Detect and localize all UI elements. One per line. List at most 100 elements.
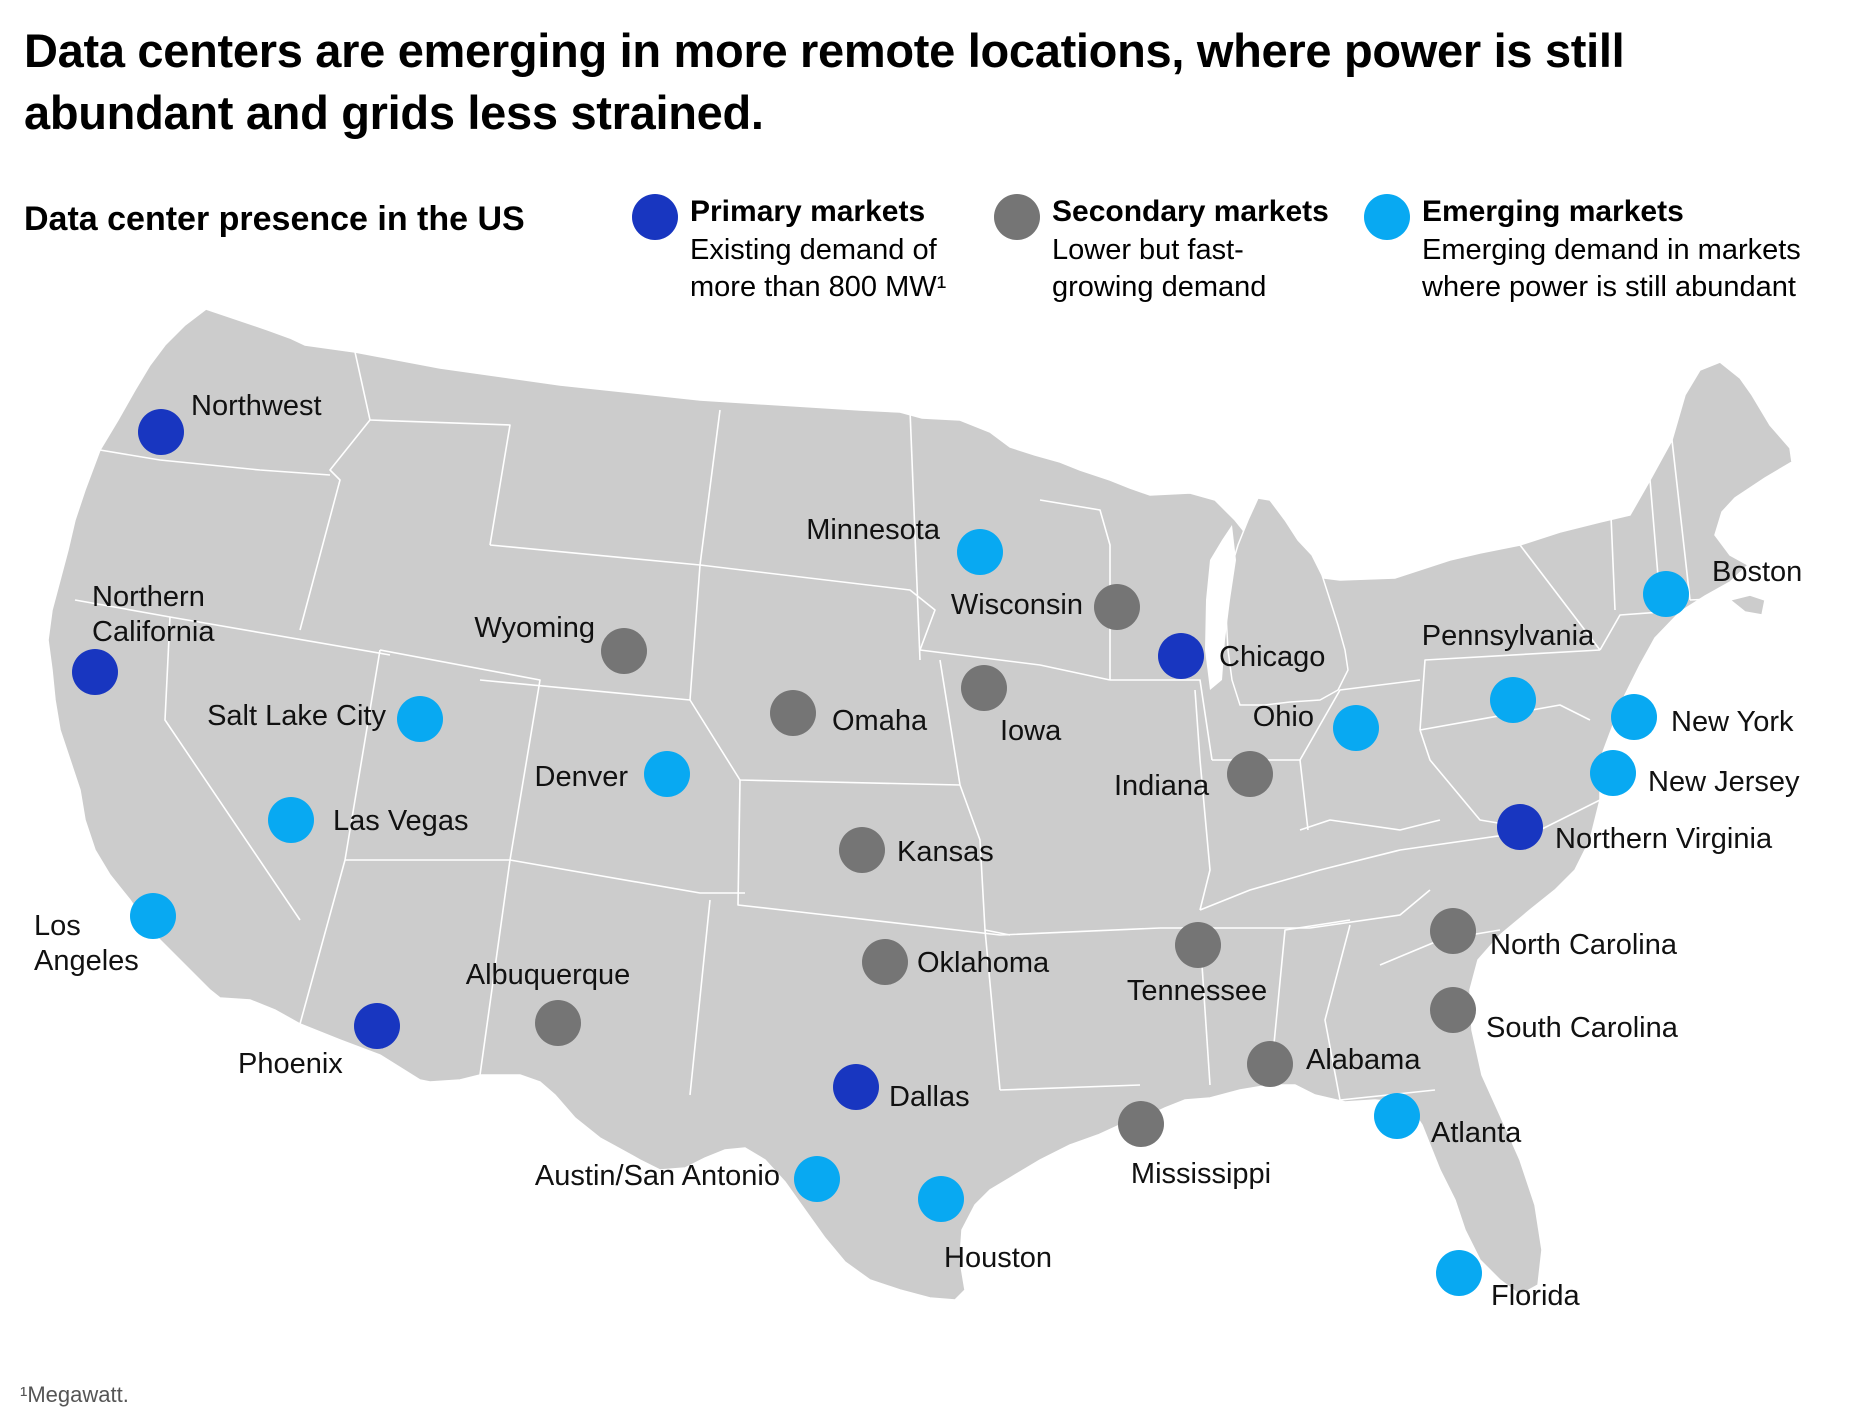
state-border-1 xyxy=(99,449,331,476)
marker-label-northern-virginia: Northern Virginia xyxy=(1555,823,1773,855)
legend-name-primary: Primary markets xyxy=(690,195,926,228)
marker-label-new-york: New York xyxy=(1671,706,1794,738)
marker-label-salt-lake-city: Salt Lake City xyxy=(207,700,386,732)
legend-desc-secondary: Lower but fast-growing demand xyxy=(1052,234,1267,303)
marker-label-oklahoma: Oklahoma xyxy=(917,947,1050,979)
marker-dot-phoenix xyxy=(354,1003,400,1049)
marker-dot-albuquerque xyxy=(535,1000,581,1046)
state-border-36 xyxy=(1419,704,1591,731)
marker-label-phoenix: Phoenix xyxy=(238,1048,343,1080)
lake-michigan-shape xyxy=(1205,525,1236,690)
marker-label-south-carolina: South Carolina xyxy=(1486,1012,1679,1044)
chart-title: Data centers are emerging in more remote… xyxy=(24,24,1625,139)
marker-dot-florida xyxy=(1436,1250,1482,1296)
marker-dot-south-carolina xyxy=(1430,987,1476,1033)
marker-dot-minnesota xyxy=(957,529,1003,575)
state-border-4 xyxy=(344,649,381,861)
michigan-shape xyxy=(1224,497,1349,706)
state-border-15 xyxy=(737,779,801,913)
state-border-3 xyxy=(164,616,301,921)
state-border-6 xyxy=(299,859,346,1025)
marker-dot-austin-san-antonio xyxy=(794,1156,840,1202)
marker-dot-las-vegas xyxy=(268,797,314,843)
marker-dot-houston xyxy=(918,1176,964,1222)
marker-dot-denver xyxy=(644,751,690,797)
marker-label-mississippi: Mississippi xyxy=(1131,1158,1271,1190)
state-border-37 xyxy=(1419,649,1601,731)
legend-dot-primary xyxy=(632,194,678,240)
footnote: ¹Megawatt. xyxy=(20,1382,129,1407)
marker-dot-atlanta xyxy=(1374,1093,1420,1139)
marker-dot-new-jersey xyxy=(1590,750,1636,796)
state-border-12 xyxy=(699,409,721,566)
map-subtitle: Data center presence in the US xyxy=(24,200,525,238)
marker-dot-boston xyxy=(1643,571,1689,617)
state-border-41 xyxy=(1609,491,1616,611)
marker-label-ohio: Ohio xyxy=(1253,701,1314,733)
state-border-31 xyxy=(1324,924,1351,1101)
state-border-30 xyxy=(1269,919,1351,1086)
state-border-21 xyxy=(799,911,1161,936)
state-border-8 xyxy=(509,859,745,894)
marker-label-north-carolina: North Carolina xyxy=(1490,929,1678,961)
marker-dot-wyoming xyxy=(601,628,647,674)
marker-label-indiana: Indiana xyxy=(1114,770,1210,802)
marker-label-omaha: Omaha xyxy=(832,705,928,737)
marker-dot-ohio xyxy=(1333,705,1379,751)
marker-dot-new-york xyxy=(1611,694,1657,740)
marker-dot-northern-california xyxy=(72,649,118,695)
marker-dot-pennsylvania xyxy=(1490,677,1536,723)
marker-label-wisconsin: Wisconsin xyxy=(951,589,1083,621)
marker-label-minnesota: Minnesota xyxy=(806,514,941,546)
legend-desc-emerging: Emerging demand in markets where power is… xyxy=(1422,234,1801,303)
marker-label-boston: Boston xyxy=(1712,556,1802,588)
marker-label-tennessee: Tennessee xyxy=(1127,975,1267,1007)
state-border-9 xyxy=(689,899,711,1096)
marker-dot-los-angeles xyxy=(130,893,176,939)
state-border-34 xyxy=(1299,819,1441,831)
legend-desc-primary: Existing demand of more than 800 MW¹ xyxy=(690,234,947,303)
marker-dot-north-carolina xyxy=(1430,908,1476,954)
us-land-shape xyxy=(47,308,1793,1301)
marker-dot-indiana xyxy=(1227,751,1273,797)
marker-dot-mississippi xyxy=(1118,1101,1164,1147)
state-border-24 xyxy=(1110,679,1213,761)
marker-label-denver: Denver xyxy=(535,761,629,793)
state-border-0 xyxy=(299,351,371,631)
state-border-11 xyxy=(369,419,511,546)
legend-name-secondary: Secondary markets xyxy=(1052,195,1329,228)
marker-label-dallas: Dallas xyxy=(889,1081,970,1113)
state-border-13 xyxy=(699,564,936,651)
marker-label-northern-california: Northern California xyxy=(92,581,215,648)
marker-label-los-angeles: Los Angeles xyxy=(34,910,139,977)
marker-label-chicago: Chicago xyxy=(1219,641,1325,673)
marker-dot-alabama xyxy=(1247,1041,1293,1087)
marker-dot-salt-lake-city xyxy=(397,696,443,742)
state-border-25 xyxy=(1194,689,1211,911)
marker-label-northwest: Northwest xyxy=(191,390,322,422)
marker-label-wyoming: Wyoming xyxy=(474,612,595,644)
state-border-22 xyxy=(999,1084,1141,1091)
marker-label-iowa: Iowa xyxy=(1000,715,1062,747)
legend-dot-emerging xyxy=(1364,194,1410,240)
marker-dot-dallas xyxy=(833,1064,879,1110)
state-border-19 xyxy=(939,659,961,786)
marker-dot-kansas xyxy=(839,827,885,873)
marker-dot-wisconsin xyxy=(1094,584,1140,630)
state-border-39 xyxy=(1519,544,1601,651)
marker-label-kansas: Kansas xyxy=(897,836,994,868)
marker-label-new-jersey: New Jersey xyxy=(1648,766,1800,798)
state-border-20 xyxy=(984,929,1001,1091)
marker-dot-chicago xyxy=(1158,633,1204,679)
state-border-18 xyxy=(919,649,1111,681)
marker-label-las-vegas: Las Vegas xyxy=(333,805,468,837)
marker-label-florida: Florida xyxy=(1491,1280,1581,1312)
marker-dot-tennessee xyxy=(1175,922,1221,968)
state-border-32 xyxy=(1339,1089,1436,1101)
marker-dot-northern-virginia xyxy=(1497,804,1543,850)
state-border-27 xyxy=(1199,799,1601,911)
marker-label-austin-san-antonio: Austin/San Antonio xyxy=(535,1160,780,1192)
state-border-43 xyxy=(1671,439,1691,601)
marker-label-atlanta: Atlanta xyxy=(1431,1117,1522,1149)
